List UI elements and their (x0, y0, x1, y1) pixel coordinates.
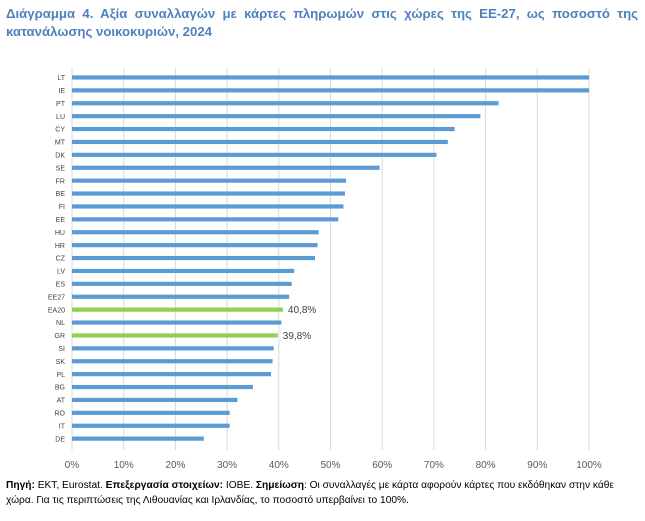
category-label: NL (56, 320, 65, 327)
category-label: MT (55, 140, 66, 147)
category-label: FR (56, 178, 65, 185)
bar-bg (72, 384, 253, 390)
x-tick-label: 30% (217, 460, 237, 471)
bars (72, 75, 589, 441)
category-label: PT (56, 101, 66, 108)
bar-mt (72, 139, 448, 145)
x-tick-label: 50% (320, 460, 340, 471)
category-label: EE27 (48, 294, 65, 301)
source-label: Πηγή: (6, 480, 35, 491)
category-label: GR (55, 333, 66, 340)
bar-ea20 (72, 307, 283, 312)
category-label: AT (57, 398, 66, 405)
category-label: LV (57, 269, 65, 276)
bar-it (72, 423, 230, 428)
bar-pt (72, 101, 499, 106)
bar-cz (72, 255, 315, 261)
note-text: : Οι συναλλαγές με κάρτα αφορούν κάρτες … (6, 480, 614, 506)
processing-text: ΙΟΒΕ. (223, 480, 256, 491)
chart-title: Διάγραμμα 4. Αξία συναλλαγών με κάρτες π… (6, 6, 638, 39)
bar-at (72, 397, 238, 403)
x-tick-label: 20% (165, 460, 185, 471)
bar-se (72, 165, 380, 170)
category-label: PL (56, 372, 65, 379)
bar-nl (72, 320, 282, 325)
category-label: FI (59, 204, 65, 211)
bar-be (72, 191, 345, 196)
category-labels: LT IE PT LU CY MT DK SE FR BE FI EE HU HR CZ LV ES EE27 EA… (48, 75, 66, 443)
bar-dk (72, 152, 437, 157)
category-label: SE (56, 165, 66, 172)
bar-hu (72, 230, 319, 235)
category-label: CY (55, 127, 65, 134)
category-label: SK (56, 359, 66, 366)
bar-pl (72, 372, 272, 377)
category-label: HU (55, 230, 65, 237)
category-label: ES (56, 281, 66, 288)
processing-label: Επεξεργασία στοιχείων: (105, 480, 224, 491)
x-tick-label: 70% (424, 460, 444, 471)
bar-si (72, 346, 274, 351)
x-tick-labels: 0% 10% 20% 30% 40% 50% 60% 70% 80% 90% 100% (65, 460, 602, 471)
category-label: RO (55, 410, 66, 417)
bar-chart: LT IE PT LU CY MT DK SE FR BE FI EE HU HR CZ LV ES EE27 EA… (48, 68, 602, 471)
bar-cy (72, 126, 455, 132)
category-label: CZ (56, 256, 66, 263)
category-label: BE (56, 191, 66, 198)
category-label: LT (57, 75, 65, 82)
bar-sk (72, 359, 273, 364)
bar-fi (72, 204, 344, 209)
bar-ie (72, 88, 589, 93)
bar-ee27 (72, 294, 290, 299)
data-labels: 40,8% 39,8% (283, 305, 317, 342)
category-label: DE (55, 436, 65, 443)
category-label: BG (55, 385, 65, 392)
category-label: IT (59, 423, 66, 430)
bar-ee (72, 217, 339, 222)
x-tick-label: 40% (269, 460, 289, 471)
category-label: IE (58, 88, 65, 95)
category-label: HR (55, 243, 65, 250)
data-label-gr: 39,8% (283, 331, 311, 342)
bar-lt (72, 75, 589, 80)
bar-ro (72, 410, 230, 415)
category-label: SI (58, 346, 65, 353)
x-tick-label: 60% (372, 460, 392, 471)
bar-gr (72, 333, 278, 338)
data-label-ea20: 40,8% (288, 305, 316, 316)
x-tick-label: 90% (527, 460, 547, 471)
bar-lu (72, 114, 481, 119)
bar-fr (72, 178, 347, 183)
bar-hr (72, 243, 318, 248)
x-tick-label: 80% (476, 460, 496, 471)
bar-es (72, 281, 292, 286)
note-label: Σημείωση (255, 480, 304, 491)
category-label: DK (55, 152, 65, 159)
bar-de (72, 436, 204, 441)
category-label: EA20 (48, 307, 65, 314)
category-label: LU (56, 114, 65, 121)
x-tick-label: 10% (114, 460, 134, 471)
chart-footer: Πηγή: ΕΚΤ, Eurostat. Επεξεργασία στοιχεί… (6, 478, 638, 508)
category-label: EE (56, 217, 66, 224)
x-tick-label: 100% (576, 460, 602, 471)
source-text: ΕΚΤ, Eurostat. (34, 480, 106, 491)
bar-lv (72, 268, 295, 274)
x-tick-label: 0% (65, 460, 80, 471)
